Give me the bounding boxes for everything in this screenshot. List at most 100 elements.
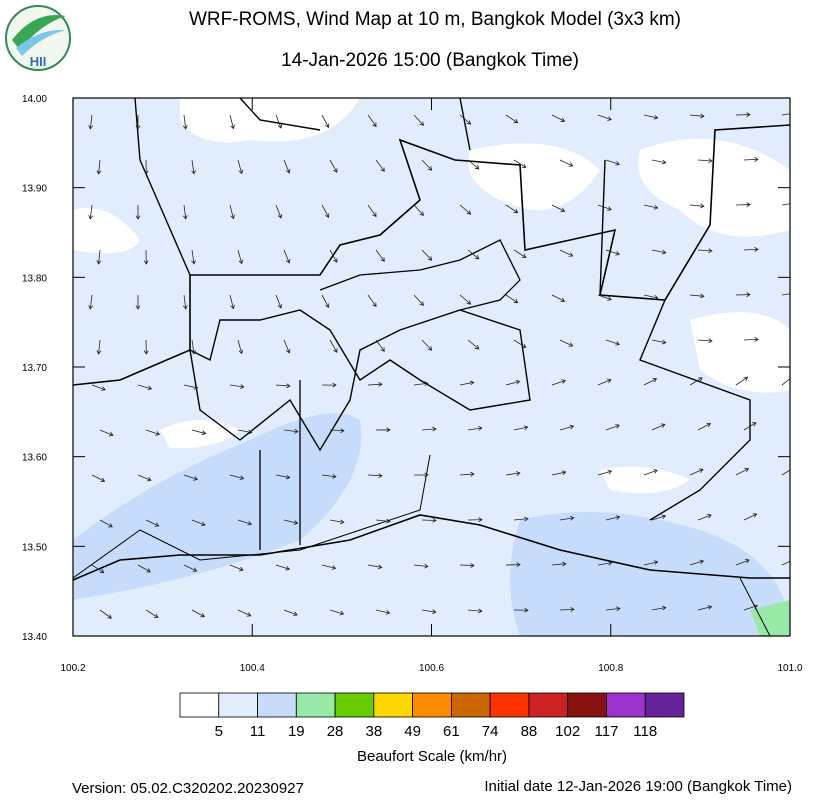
wind-arrow — [605, 159, 621, 166]
wind-arrow — [91, 564, 105, 574]
wind-arrow — [459, 563, 475, 568]
wind-arrow — [275, 294, 283, 309]
wind-arrow — [597, 378, 612, 386]
y-tick-label: 13.70 — [22, 363, 47, 374]
x-tick-label: 100.8 — [598, 663, 623, 674]
y-tick-label: 13.80 — [22, 273, 47, 284]
wind-arrow — [789, 249, 790, 250]
wind-arrow — [743, 337, 759, 342]
wind-arrow — [513, 249, 527, 258]
wind-arrow — [789, 159, 790, 160]
colorbar-tick-label: 61 — [443, 723, 460, 740]
wind-arrow — [275, 383, 291, 389]
wind-arrow — [651, 514, 667, 521]
wind-arrow — [229, 564, 244, 572]
colorbar-tick-label: 49 — [404, 723, 421, 740]
wind-arrow — [283, 519, 299, 525]
wind-arrow — [651, 339, 667, 345]
wind-arrow — [367, 564, 383, 570]
wind-arrow — [375, 427, 391, 433]
wind-arrow — [367, 114, 377, 128]
wind-arrow — [237, 159, 244, 175]
wind-arrow — [421, 609, 437, 615]
wind-arrow — [237, 249, 244, 265]
wind-arrow — [367, 473, 383, 479]
y-tick-label: 14.00 — [22, 94, 47, 105]
wind-arrow — [651, 423, 666, 431]
wind-arrow — [321, 564, 337, 570]
wind-arrow — [781, 293, 790, 296]
colorbar-tick-label: 117 — [595, 723, 619, 740]
wind-arrow — [229, 474, 245, 481]
wind-arrow — [191, 159, 196, 175]
wind-arrow — [467, 608, 483, 614]
wind-arrow — [91, 474, 106, 482]
x-tick-label: 100.2 — [60, 663, 85, 674]
wind-arrow — [183, 474, 198, 481]
wind-arrow — [275, 114, 283, 129]
wind-arrow — [375, 609, 391, 615]
wind-arrow — [697, 422, 712, 431]
map-fill — [73, 98, 790, 636]
wind-arrow — [643, 294, 659, 300]
y-tick-label: 13.40 — [22, 632, 47, 643]
wind-arrow — [321, 204, 330, 219]
wind-arrow — [513, 159, 527, 168]
wind-arrow — [651, 605, 667, 611]
wind-arrow — [689, 293, 705, 299]
wind-arrow — [689, 377, 703, 386]
wind-arrow — [137, 474, 152, 482]
wind-arrow — [137, 384, 153, 391]
wind-arrow — [367, 381, 383, 387]
wind-arrow — [329, 609, 345, 616]
wind-arrow — [459, 114, 472, 125]
wind-arrow — [735, 376, 749, 386]
wind-arrow — [513, 516, 529, 522]
wind-arrow — [91, 384, 106, 391]
wind-arrow — [283, 249, 291, 264]
wind-arrow — [559, 424, 575, 431]
x-tick-label: 101.0 — [777, 663, 802, 674]
wind-arrow — [182, 114, 188, 130]
wind-arrow — [459, 471, 475, 477]
colorbar-tick-label: 88 — [521, 723, 538, 740]
colorbar-tick-label: 38 — [366, 723, 383, 740]
wind-arrow — [467, 517, 483, 523]
wind-arrow — [96, 159, 102, 175]
wind-arrow — [135, 114, 141, 130]
wind-arrow — [789, 609, 790, 610]
wind-arrow — [145, 429, 161, 436]
wind-arrow — [367, 204, 377, 218]
wind-arrow — [643, 204, 659, 210]
colorbar-tick-label: 118 — [633, 723, 657, 740]
wind-arrow — [559, 159, 574, 167]
wind-arrow — [375, 518, 391, 524]
colorbar-label: Beaufort Scale (km/hr) — [357, 748, 507, 765]
wind-arrow — [789, 519, 790, 520]
wind-arrow — [421, 339, 433, 351]
colorbar-box — [412, 692, 452, 718]
wind-arrow — [697, 605, 713, 611]
wind-arrow — [505, 471, 521, 476]
wind-arrow — [283, 159, 291, 174]
wind-arrow — [413, 563, 429, 569]
wind-arrow — [321, 114, 330, 129]
colorbar-tick-label: 28 — [327, 723, 344, 740]
wind-arrow — [237, 339, 244, 355]
wind-arrow — [275, 564, 291, 571]
wind-arrow — [597, 114, 612, 121]
wind-arrow — [735, 202, 751, 208]
wind-arrow — [781, 203, 790, 206]
colorbar-tick-label: 19 — [288, 723, 305, 740]
wind-arrow — [137, 564, 151, 573]
wind-arrow — [413, 204, 424, 216]
wind-arrow — [413, 114, 424, 126]
wind-arrow — [143, 339, 149, 355]
wind-arrow — [145, 609, 159, 618]
wind-arrow — [275, 204, 283, 219]
colorbar-box — [528, 692, 569, 718]
wind-arrow — [597, 204, 612, 211]
colorbar-box — [295, 692, 336, 718]
wind-arrow — [551, 379, 566, 386]
wind-arrow — [191, 339, 196, 355]
